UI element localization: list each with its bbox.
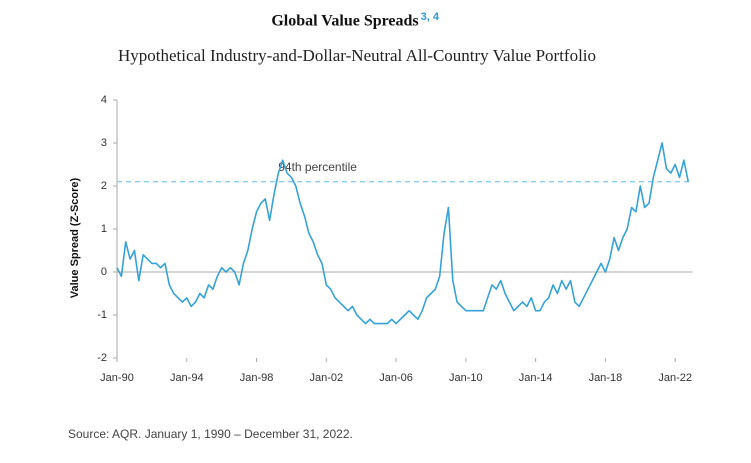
y-tick-label: 3 xyxy=(101,137,107,149)
x-tick-label: Jan-14 xyxy=(519,372,553,384)
data-line xyxy=(116,142,690,325)
y-axis-label: Value Spread (Z-Score) xyxy=(69,177,81,298)
x-tick-label: Jan-94 xyxy=(170,372,204,384)
y-tick-label: 2 xyxy=(101,180,107,192)
y-tick-label: 4 xyxy=(101,94,107,106)
y-tick-label: 0 xyxy=(101,266,107,278)
x-tick-label: Jan-18 xyxy=(589,372,623,384)
x-tick-label: Jan-98 xyxy=(240,372,274,384)
chart-title: Global Value Spreads xyxy=(271,13,418,30)
y-tick-label: -1 xyxy=(97,309,107,321)
source-note: Source: AQR. January 1, 1990 – December … xyxy=(68,427,353,441)
x-tick-label: Jan-06 xyxy=(379,372,413,384)
x-tick-label: Jan-10 xyxy=(449,372,483,384)
title-superscript: 3, 4 xyxy=(421,11,440,23)
x-tick-label: Jan-02 xyxy=(309,372,343,384)
y-tick-label: -2 xyxy=(97,352,107,364)
chart-subtitle: Hypothetical Industry-and-Dollar-Neutral… xyxy=(118,46,596,65)
x-tick-label: Jan-90 xyxy=(100,372,134,384)
reference-label: 94th percentile xyxy=(278,160,357,174)
y-tick-label: 1 xyxy=(101,223,107,235)
x-tick-label: Jan-22 xyxy=(658,372,692,384)
